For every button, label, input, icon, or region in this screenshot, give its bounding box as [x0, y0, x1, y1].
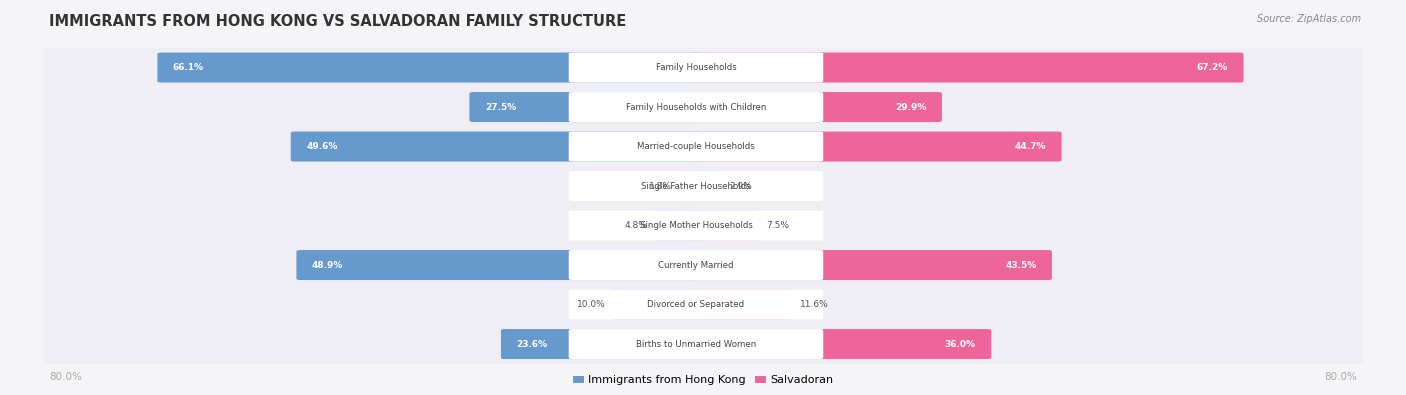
FancyBboxPatch shape: [568, 132, 823, 162]
FancyBboxPatch shape: [470, 92, 700, 122]
FancyBboxPatch shape: [291, 132, 700, 162]
FancyBboxPatch shape: [568, 329, 823, 359]
Text: IMMIGRANTS FROM HONG KONG VS SALVADORAN FAMILY STRUCTURE: IMMIGRANTS FROM HONG KONG VS SALVADORAN …: [49, 14, 627, 29]
FancyBboxPatch shape: [44, 285, 1362, 324]
FancyBboxPatch shape: [44, 166, 1362, 206]
Text: Single Mother Households: Single Mother Households: [640, 221, 752, 230]
FancyBboxPatch shape: [44, 206, 1362, 245]
Text: 1.8%: 1.8%: [648, 182, 672, 190]
FancyBboxPatch shape: [692, 329, 991, 359]
FancyBboxPatch shape: [44, 127, 1362, 166]
Legend: Immigrants from Hong Kong, Salvadoran: Immigrants from Hong Kong, Salvadoran: [572, 376, 834, 386]
FancyBboxPatch shape: [692, 171, 724, 201]
FancyBboxPatch shape: [692, 132, 1062, 162]
FancyBboxPatch shape: [692, 53, 1243, 83]
Text: 23.6%: 23.6%: [516, 340, 547, 348]
Text: Divorced or Separated: Divorced or Separated: [647, 300, 745, 309]
Text: Family Households: Family Households: [655, 63, 737, 72]
Text: 2.9%: 2.9%: [730, 182, 752, 190]
Text: 48.9%: 48.9%: [312, 261, 343, 269]
Text: Family Households with Children: Family Households with Children: [626, 103, 766, 111]
Text: 10.0%: 10.0%: [576, 300, 606, 309]
Text: Single Father Households: Single Father Households: [641, 182, 751, 190]
FancyBboxPatch shape: [652, 211, 700, 241]
FancyBboxPatch shape: [692, 290, 794, 320]
Text: 27.5%: 27.5%: [485, 103, 516, 111]
Text: Source: ZipAtlas.com: Source: ZipAtlas.com: [1257, 14, 1361, 24]
FancyBboxPatch shape: [568, 250, 823, 280]
Text: 43.5%: 43.5%: [1005, 261, 1036, 269]
FancyBboxPatch shape: [692, 211, 761, 241]
Text: 49.6%: 49.6%: [307, 142, 337, 151]
Text: 7.5%: 7.5%: [766, 221, 789, 230]
FancyBboxPatch shape: [612, 290, 700, 320]
Text: Married-couple Households: Married-couple Households: [637, 142, 755, 151]
FancyBboxPatch shape: [501, 329, 700, 359]
FancyBboxPatch shape: [568, 290, 823, 320]
Text: Births to Unmarried Women: Births to Unmarried Women: [636, 340, 756, 348]
FancyBboxPatch shape: [157, 53, 700, 83]
FancyBboxPatch shape: [568, 53, 823, 83]
Text: 67.2%: 67.2%: [1197, 63, 1227, 72]
Text: 44.7%: 44.7%: [1015, 142, 1046, 151]
FancyBboxPatch shape: [44, 87, 1362, 127]
Text: 4.8%: 4.8%: [624, 221, 647, 230]
FancyBboxPatch shape: [297, 250, 700, 280]
FancyBboxPatch shape: [678, 171, 700, 201]
FancyBboxPatch shape: [568, 171, 823, 201]
FancyBboxPatch shape: [44, 48, 1362, 87]
Text: 80.0%: 80.0%: [49, 372, 82, 382]
Text: 36.0%: 36.0%: [945, 340, 976, 348]
FancyBboxPatch shape: [568, 211, 823, 241]
Text: 66.1%: 66.1%: [173, 63, 204, 72]
FancyBboxPatch shape: [692, 250, 1052, 280]
Text: Currently Married: Currently Married: [658, 261, 734, 269]
FancyBboxPatch shape: [692, 92, 942, 122]
Text: 80.0%: 80.0%: [1324, 372, 1357, 382]
FancyBboxPatch shape: [44, 324, 1362, 364]
Text: 11.6%: 11.6%: [800, 300, 828, 309]
Text: 29.9%: 29.9%: [896, 103, 927, 111]
FancyBboxPatch shape: [568, 92, 823, 122]
FancyBboxPatch shape: [44, 245, 1362, 285]
